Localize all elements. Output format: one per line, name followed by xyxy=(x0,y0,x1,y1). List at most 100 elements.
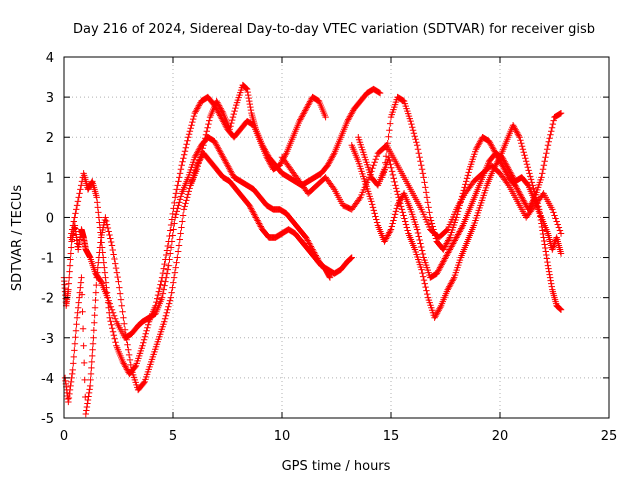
data-point xyxy=(171,269,179,276)
series-track-b xyxy=(61,150,355,418)
data-point xyxy=(538,174,545,181)
data-point xyxy=(157,281,164,288)
data-point xyxy=(73,314,81,321)
data-point xyxy=(462,181,469,188)
data-point xyxy=(555,224,563,231)
data-point xyxy=(537,216,545,224)
data-point xyxy=(550,209,557,216)
data-point xyxy=(549,120,557,128)
y-axis-label: SDTVAR / TECUs xyxy=(10,185,25,292)
data-point xyxy=(167,227,174,234)
data-point xyxy=(109,246,116,254)
data-point xyxy=(109,325,116,332)
data-point xyxy=(164,242,172,250)
data-point xyxy=(104,294,111,301)
data-point xyxy=(176,236,184,243)
data-point xyxy=(245,91,252,99)
data-point xyxy=(175,202,182,209)
data-point xyxy=(370,162,377,169)
data-point xyxy=(356,195,363,203)
data-point xyxy=(107,318,114,325)
data-point xyxy=(528,179,536,186)
data-point xyxy=(399,209,406,216)
data-point xyxy=(520,149,527,156)
data-point xyxy=(77,284,84,291)
data-point xyxy=(108,242,116,249)
data-point xyxy=(416,236,423,244)
data-point xyxy=(204,124,211,131)
data-point xyxy=(424,290,431,298)
data-point xyxy=(540,162,548,169)
data-point xyxy=(401,218,409,225)
data-point xyxy=(175,242,183,249)
data-point xyxy=(88,364,95,372)
data-point xyxy=(423,194,431,201)
data-point xyxy=(515,132,523,139)
data-point xyxy=(543,150,550,157)
x-tick-label: 15 xyxy=(383,429,400,444)
data-point xyxy=(189,118,196,126)
data-point xyxy=(68,244,75,251)
data-point xyxy=(495,155,503,162)
data-point xyxy=(196,157,203,164)
data-point xyxy=(88,358,95,366)
data-point xyxy=(154,291,162,299)
data-point xyxy=(397,200,404,207)
data-point xyxy=(386,127,393,134)
data-point xyxy=(389,220,396,227)
data-point xyxy=(518,140,525,147)
data-point xyxy=(388,168,396,175)
data-point xyxy=(179,218,186,225)
data-point xyxy=(551,212,558,219)
data-point xyxy=(171,214,179,221)
data-point xyxy=(100,259,107,266)
data-point xyxy=(112,260,119,267)
data-point xyxy=(369,204,377,211)
data-point xyxy=(121,326,129,333)
series-track-d xyxy=(187,81,384,189)
data-point xyxy=(409,127,417,134)
data-point xyxy=(77,279,85,286)
data-point xyxy=(219,108,226,115)
data-point xyxy=(96,224,104,231)
data-point xyxy=(531,188,538,195)
data-points xyxy=(60,81,565,418)
data-point xyxy=(71,347,78,354)
data-point xyxy=(443,227,450,234)
data-point xyxy=(368,168,375,175)
data-point xyxy=(89,340,97,347)
data-point xyxy=(416,154,423,161)
data-point xyxy=(106,309,113,316)
data-point xyxy=(198,148,206,155)
data-point xyxy=(173,186,181,193)
data-point xyxy=(437,303,444,311)
data-point xyxy=(401,215,408,222)
data-point xyxy=(82,393,89,401)
data-point xyxy=(371,159,378,166)
data-point xyxy=(176,170,184,177)
data-point xyxy=(183,197,190,204)
data-point xyxy=(158,294,166,301)
data-point xyxy=(107,238,115,246)
data-point xyxy=(93,194,100,201)
data-point xyxy=(113,269,121,276)
data-point xyxy=(68,226,76,233)
data-point xyxy=(409,123,416,131)
data-point xyxy=(246,100,254,108)
data-point xyxy=(111,335,118,342)
data-point xyxy=(66,262,74,269)
data-point xyxy=(107,235,114,242)
data-point xyxy=(550,243,557,250)
data-point xyxy=(172,264,179,271)
data-point xyxy=(86,386,93,393)
data-point xyxy=(552,215,559,222)
data-point xyxy=(386,227,394,235)
data-point xyxy=(194,163,201,170)
data-point xyxy=(165,238,172,245)
data-point xyxy=(181,148,189,155)
data-point xyxy=(164,306,171,313)
data-point xyxy=(174,248,182,255)
data-point xyxy=(163,270,171,277)
data-point xyxy=(418,243,425,251)
data-point xyxy=(371,210,378,217)
